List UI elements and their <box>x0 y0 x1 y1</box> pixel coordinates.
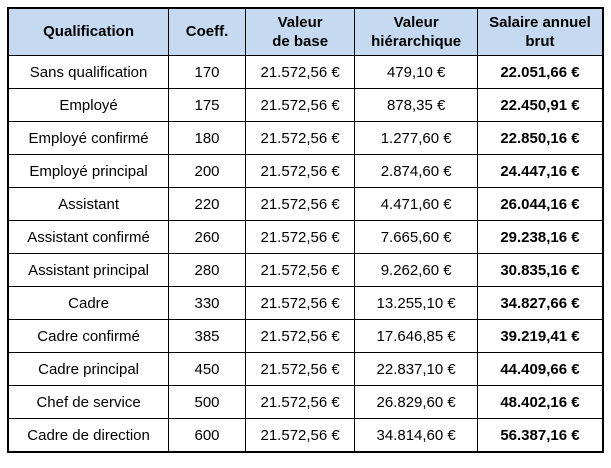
cell-valeur-de-base: 21.572,56 € <box>244 220 356 254</box>
cell-valeur-de-base: 21.572,56 € <box>244 154 356 188</box>
cell-salaire-annuel-brut: 29.238,16 € <box>476 220 604 254</box>
cell-valeur-hierarchique: 22.837,10 € <box>354 352 478 386</box>
cell-salaire-annuel-brut: 44.409,66 € <box>476 352 604 386</box>
cell-qualification: Assistant <box>7 187 170 221</box>
cell-qualification: Chef de service <box>7 385 170 419</box>
salary-grid-table: Qualification Coeff. Valeur de base Valeur … <box>7 7 604 453</box>
cell-salaire-annuel-brut: 22.051,66 € <box>476 55 604 89</box>
cell-valeur-hierarchique: 2.874,60 € <box>354 154 478 188</box>
cell-valeur-de-base: 21.572,56 € <box>244 385 356 419</box>
cell-qualification: Cadre confirmé <box>7 319 170 353</box>
cell-coeff: 280 <box>168 253 246 287</box>
table-row: Assistant confirmé 260 21.572,56 €7.665,60… <box>7 220 604 254</box>
cell-salaire-annuel-brut: 22.850,16 € <box>476 121 604 155</box>
cell-qualification: Assistant confirmé <box>7 220 170 254</box>
column-header-valeur-hierarchique: Valeur hiérarchique <box>354 7 478 56</box>
cell-coeff: 175 <box>168 88 246 122</box>
cell-valeur-hierarchique: 17.646,85 € <box>354 319 478 353</box>
cell-salaire-annuel-brut: 56.387,16 € <box>476 418 604 453</box>
table-row: Employé principal 200 21.572,56 €2.874,60 … <box>7 154 604 188</box>
header-row: Qualification Coeff. Valeur de base Valeur … <box>7 7 604 56</box>
cell-salaire-annuel-brut: 22.450,91 € <box>476 88 604 122</box>
cell-qualification: Employé confirmé <box>7 121 170 155</box>
cell-qualification: Employé principal <box>7 154 170 188</box>
column-header-qualification: Qualification <box>7 7 170 56</box>
column-header-valeur-de-base: Valeur de base <box>244 7 356 56</box>
cell-qualification: Cadre de direction <box>7 418 170 453</box>
table-row: Employé confirmé 180 21.572,56 €1.277,60 €… <box>7 121 604 155</box>
cell-coeff: 180 <box>168 121 246 155</box>
table-row: Cadre 330 21.572,56 €13.255,10 €34.827,66 … <box>7 286 604 320</box>
table-body: Sans qualification 170 21.572,56 €479,10 €… <box>7 55 604 453</box>
cell-valeur-hierarchique: 9.262,60 € <box>354 253 478 287</box>
cell-valeur-hierarchique: 7.665,60 € <box>354 220 478 254</box>
cell-valeur-hierarchique: 34.814,60 € <box>354 418 478 453</box>
cell-valeur-de-base: 21.572,56 € <box>244 88 356 122</box>
column-header-coeff: Coeff. <box>168 7 246 56</box>
cell-salaire-annuel-brut: 30.835,16 € <box>476 253 604 287</box>
cell-valeur-de-base: 21.572,56 € <box>244 418 356 453</box>
cell-salaire-annuel-brut: 39.219,41 € <box>476 319 604 353</box>
cell-valeur-hierarchique: 1.277,60 € <box>354 121 478 155</box>
cell-valeur-de-base: 21.572,56 € <box>244 253 356 287</box>
table-row: Cadre principal 450 21.572,56 €22.837,10 €… <box>7 352 604 386</box>
cell-coeff: 385 <box>168 319 246 353</box>
cell-valeur-hierarchique: 479,10 € <box>354 55 478 89</box>
table-row: Cadre de direction 600 21.572,56 €34.814,6… <box>7 418 604 453</box>
cell-qualification: Sans qualification <box>7 55 170 89</box>
table-row: Chef de service 500 21.572,56 €26.829,60 €… <box>7 385 604 419</box>
cell-qualification: Cadre principal <box>7 352 170 386</box>
cell-qualification: Assistant principal <box>7 253 170 287</box>
column-header-salaire-annuel-brut: Salaire annuel brut <box>476 7 604 56</box>
cell-coeff: 200 <box>168 154 246 188</box>
cell-valeur-hierarchique: 4.471,60 € <box>354 187 478 221</box>
cell-valeur-de-base: 21.572,56 € <box>244 55 356 89</box>
table-row: Assistant principal 280 21.572,56 €9.262,6… <box>7 253 604 287</box>
cell-salaire-annuel-brut: 24.447,16 € <box>476 154 604 188</box>
table-row: Cadre confirmé 385 21.572,56 €17.646,85 €3… <box>7 319 604 353</box>
table-row: Employé 175 21.572,56 €878,35 €22.450,91 € <box>7 88 604 122</box>
table-row: Sans qualification 170 21.572,56 €479,10 €… <box>7 55 604 89</box>
cell-qualification: Employé <box>7 88 170 122</box>
table-row: Assistant 220 21.572,56 €4.471,60 €26.044,… <box>7 187 604 221</box>
cell-valeur-de-base: 21.572,56 € <box>244 187 356 221</box>
cell-valeur-de-base: 21.572,56 € <box>244 121 356 155</box>
cell-valeur-de-base: 21.572,56 € <box>244 286 356 320</box>
cell-coeff: 600 <box>168 418 246 453</box>
cell-qualification: Cadre <box>7 286 170 320</box>
cell-coeff: 170 <box>168 55 246 89</box>
cell-salaire-annuel-brut: 48.402,16 € <box>476 385 604 419</box>
cell-valeur-de-base: 21.572,56 € <box>244 319 356 353</box>
cell-coeff: 260 <box>168 220 246 254</box>
cell-coeff: 330 <box>168 286 246 320</box>
cell-salaire-annuel-brut: 26.044,16 € <box>476 187 604 221</box>
cell-valeur-de-base: 21.572,56 € <box>244 352 356 386</box>
cell-coeff: 500 <box>168 385 246 419</box>
cell-coeff: 220 <box>168 187 246 221</box>
cell-valeur-hierarchique: 13.255,10 € <box>354 286 478 320</box>
cell-salaire-annuel-brut: 34.827,66 € <box>476 286 604 320</box>
cell-coeff: 450 <box>168 352 246 386</box>
cell-valeur-hierarchique: 26.829,60 € <box>354 385 478 419</box>
cell-valeur-hierarchique: 878,35 € <box>354 88 478 122</box>
